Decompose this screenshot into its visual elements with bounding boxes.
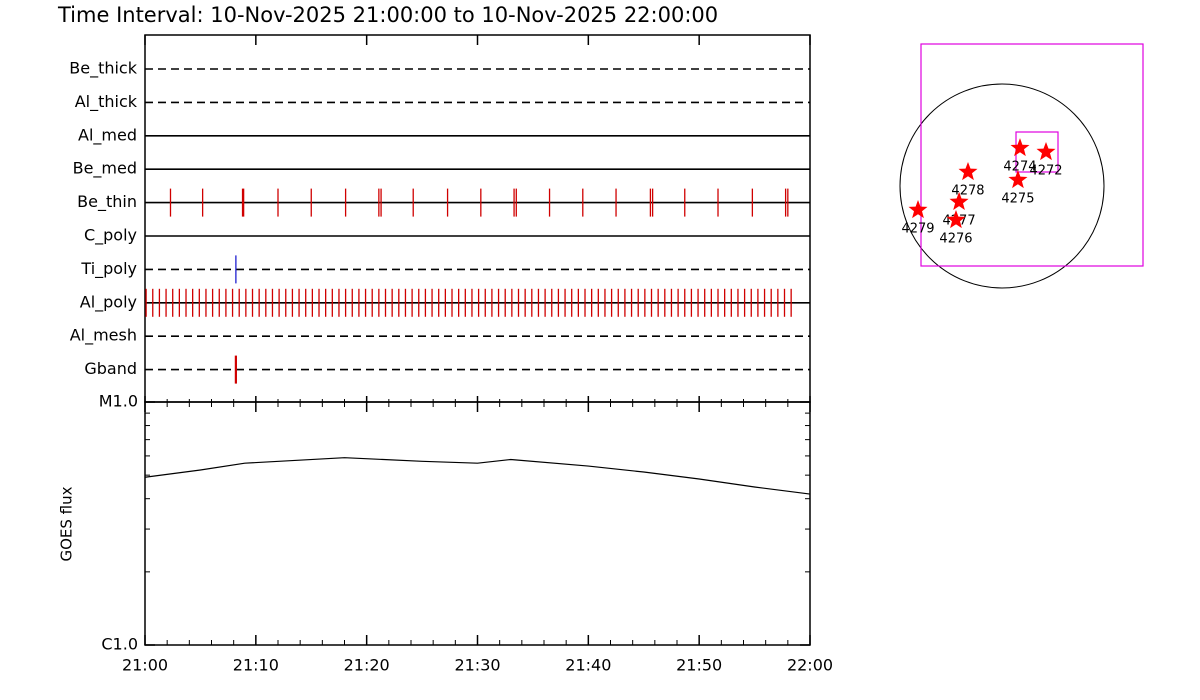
region-label: 4276 <box>939 232 972 247</box>
region-label: 4275 <box>1001 192 1034 207</box>
x-tick-label: 21:50 <box>676 656 722 675</box>
y-axis-label: GOES flux <box>58 486 76 561</box>
region-star <box>946 210 966 229</box>
region-label: 4274 <box>1003 160 1036 175</box>
region-star <box>949 191 969 210</box>
region-label: 4279 <box>901 222 934 237</box>
row-label: Be_thin <box>77 192 137 212</box>
region-star <box>908 200 928 219</box>
x-tick-label: 21:00 <box>122 656 168 675</box>
row-label: Al_thick <box>75 92 138 112</box>
x-tick-label: 21:40 <box>565 656 611 675</box>
region-star <box>958 162 978 181</box>
region-label: 4278 <box>951 183 984 198</box>
row-label: C_poly <box>84 226 137 246</box>
region-star <box>1010 138 1030 157</box>
row-label: Gband <box>84 359 137 378</box>
y-tick-label: M1.0 <box>99 392 138 411</box>
solar-disk <box>899 83 1105 289</box>
row-label: Al_poly <box>80 292 137 312</box>
row-label: Be_thick <box>69 59 137 79</box>
x-tick-label: 21:10 <box>233 656 279 675</box>
row-label: Ti_poly <box>80 259 137 279</box>
region-star <box>1008 170 1028 189</box>
row-label: Al_mesh <box>70 326 137 346</box>
y-tick-label: C1.0 <box>101 635 138 654</box>
row-label: Al_med <box>78 125 137 145</box>
region-label: 4272 <box>1029 163 1062 178</box>
region-star <box>1036 142 1056 161</box>
goes-curve <box>144 457 811 495</box>
x-tick-label: 21:20 <box>344 656 390 675</box>
row-label: Be_med <box>73 159 137 179</box>
x-tick-label: 21:30 <box>454 656 500 675</box>
fov-box <box>920 43 1144 267</box>
chart-title: Time Interval: 10-Nov-2025 21:00:00 to 1… <box>57 3 718 27</box>
x-tick-label: 22:00 <box>787 656 833 675</box>
